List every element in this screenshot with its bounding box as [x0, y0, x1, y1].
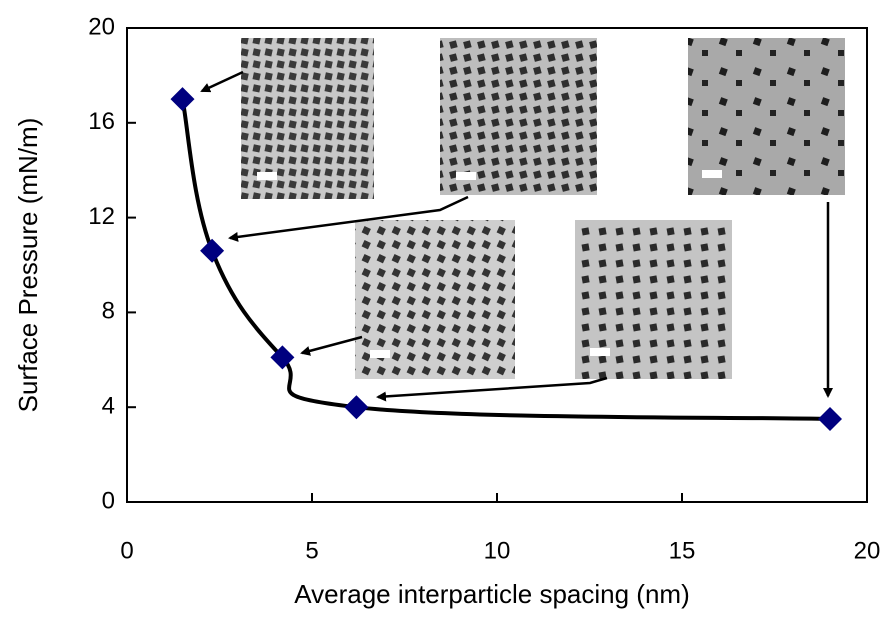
- data-point: [170, 87, 195, 112]
- y-tick-label: 0: [102, 487, 115, 514]
- scale-bar: [370, 350, 390, 358]
- y-tick-label: 16: [88, 108, 115, 135]
- x-tick-label: 15: [669, 537, 696, 564]
- scale-bar: [702, 170, 722, 178]
- micrograph: [688, 38, 845, 195]
- y-tick-label: 4: [102, 393, 115, 420]
- arrows: [200, 70, 833, 402]
- arrow: [376, 376, 608, 402]
- x-axis-title: Average interparticle spacing (nm): [294, 579, 689, 609]
- x-tick-label: 10: [484, 537, 511, 564]
- y-tick-label: 12: [88, 203, 115, 230]
- data-point: [344, 395, 369, 420]
- micrographs: [241, 38, 845, 379]
- data-point: [200, 238, 225, 263]
- y-tick-label: 8: [102, 298, 115, 325]
- arrow: [200, 70, 244, 93]
- scale-bar: [257, 172, 277, 180]
- series-line: [180, 98, 831, 422]
- x-tick-label: 0: [120, 537, 133, 564]
- data-point: [818, 407, 842, 432]
- arrow: [228, 195, 469, 242]
- y-axis-title: Surface Pressure (mN/m): [13, 118, 43, 413]
- scale-bar: [456, 172, 476, 180]
- micrograph: [440, 38, 597, 195]
- y-tick-label: 20: [88, 13, 115, 40]
- arrow: [300, 335, 363, 356]
- scale-bar: [590, 348, 610, 356]
- x-tick-label: 5: [305, 537, 318, 564]
- data-point: [270, 345, 295, 370]
- x-tick-label: 20: [854, 537, 881, 564]
